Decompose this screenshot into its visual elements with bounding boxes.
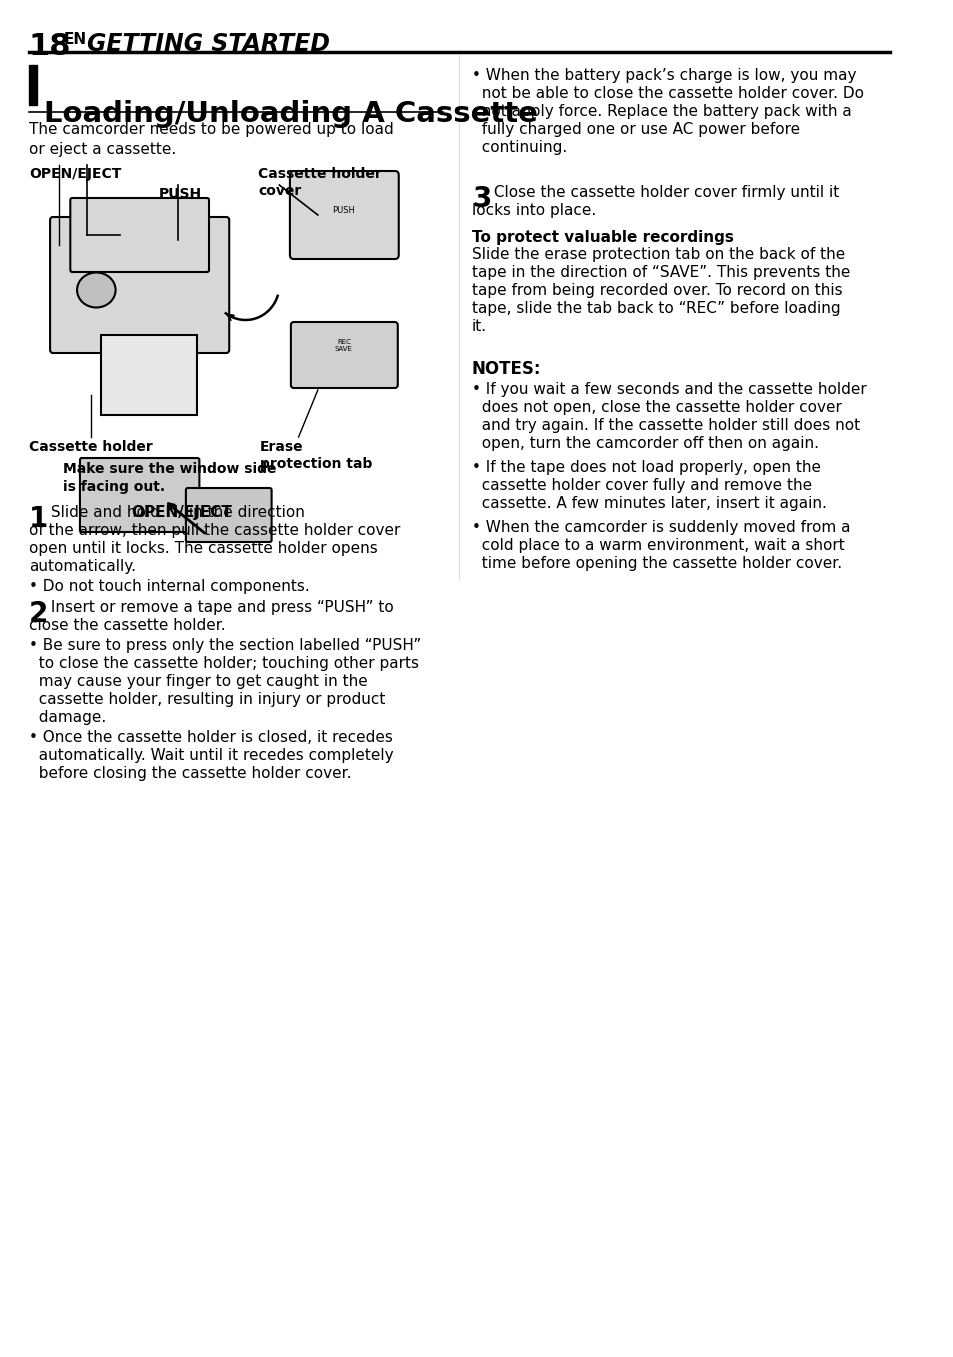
Text: GETTING STARTED: GETTING STARTED <box>87 33 330 56</box>
Text: Close the cassette holder cover firmly until it: Close the cassette holder cover firmly u… <box>489 185 839 199</box>
Text: tape from being recorded over. To record on this: tape from being recorded over. To record… <box>472 284 841 299</box>
FancyBboxPatch shape <box>186 489 272 541</box>
Text: locks into place.: locks into place. <box>472 204 596 218</box>
Ellipse shape <box>77 273 115 308</box>
Text: 2: 2 <box>29 600 49 628</box>
Text: tape, slide the tab back to “REC” before loading: tape, slide the tab back to “REC” before… <box>472 301 840 316</box>
Text: cassette holder, resulting in injury or product: cassette holder, resulting in injury or … <box>29 692 385 707</box>
Text: PUSH: PUSH <box>159 187 202 201</box>
Text: automatically. Wait until it recedes completely: automatically. Wait until it recedes com… <box>29 748 393 763</box>
Text: • Do not touch internal components.: • Do not touch internal components. <box>29 579 310 594</box>
Text: Insert or remove a tape and press “PUSH” to: Insert or remove a tape and press “PUSH”… <box>46 600 394 615</box>
Text: NOTES:: NOTES: <box>472 360 541 379</box>
FancyBboxPatch shape <box>80 459 199 532</box>
Text: • When the battery pack’s charge is low, you may: • When the battery pack’s charge is low,… <box>472 68 856 83</box>
FancyBboxPatch shape <box>290 171 398 259</box>
Text: continuing.: continuing. <box>472 140 567 155</box>
Text: may cause your finger to get caught in the: may cause your finger to get caught in t… <box>29 674 367 689</box>
Bar <box>101 335 197 415</box>
Text: • If the tape does not load properly, open the: • If the tape does not load properly, op… <box>472 460 821 475</box>
Text: OPEN/EJECT: OPEN/EJECT <box>131 505 232 520</box>
Text: close the cassette holder.: close the cassette holder. <box>29 617 225 632</box>
Text: does not open, close the cassette holder cover: does not open, close the cassette holder… <box>472 400 841 415</box>
Text: To protect valuable recordings: To protect valuable recordings <box>472 229 733 246</box>
Text: and try again. If the cassette holder still does not: and try again. If the cassette holder st… <box>472 418 860 433</box>
Text: not apply force. Replace the battery pack with a: not apply force. Replace the battery pac… <box>472 104 851 119</box>
Text: • When the camcorder is suddenly moved from a: • When the camcorder is suddenly moved f… <box>472 520 849 535</box>
Text: damage.: damage. <box>29 710 106 725</box>
Text: tape in the direction of “SAVE”. This prevents the: tape in the direction of “SAVE”. This pr… <box>472 265 849 280</box>
Text: Make sure the window side
is facing out.: Make sure the window side is facing out. <box>63 461 275 494</box>
Text: • Be sure to press only the section labelled “PUSH”: • Be sure to press only the section labe… <box>29 638 420 653</box>
Text: cassette. A few minutes later, insert it again.: cassette. A few minutes later, insert it… <box>472 497 826 512</box>
Text: time before opening the cassette holder cover.: time before opening the cassette holder … <box>472 556 841 571</box>
Text: before closing the cassette holder cover.: before closing the cassette holder cover… <box>29 765 351 782</box>
Text: PUSH: PUSH <box>332 205 355 214</box>
Text: Erase
protection tab: Erase protection tab <box>260 440 372 471</box>
Text: automatically.: automatically. <box>29 559 135 574</box>
Text: Cassette holder
cover: Cassette holder cover <box>258 167 381 198</box>
Text: 3: 3 <box>472 185 491 213</box>
Text: EN: EN <box>64 33 87 47</box>
Text: open until it locks. The cassette holder opens: open until it locks. The cassette holder… <box>29 541 377 556</box>
Text: open, turn the camcorder off then on again.: open, turn the camcorder off then on aga… <box>472 436 818 451</box>
Bar <box>29 65 36 104</box>
Text: cassette holder cover fully and remove the: cassette holder cover fully and remove t… <box>472 478 811 493</box>
Text: Slide and hold: Slide and hold <box>46 505 165 520</box>
Text: • If you wait a few seconds and the cassette holder: • If you wait a few seconds and the cass… <box>472 383 865 398</box>
Text: to close the cassette holder; touching other parts: to close the cassette holder; touching o… <box>29 655 418 670</box>
Text: REC
SAVE: REC SAVE <box>335 338 353 351</box>
Text: Cassette holder: Cassette holder <box>29 440 152 455</box>
Text: fully charged one or use AC power before: fully charged one or use AC power before <box>472 122 800 137</box>
Text: OPEN/EJECT: OPEN/EJECT <box>29 167 121 180</box>
Text: of the arrow, then pull the cassette holder cover: of the arrow, then pull the cassette hol… <box>29 522 400 537</box>
FancyBboxPatch shape <box>291 322 397 388</box>
Text: in the direction: in the direction <box>184 505 305 520</box>
Text: 1: 1 <box>29 505 48 533</box>
Text: Loading/Unloading A Cassette: Loading/Unloading A Cassette <box>44 100 537 128</box>
Text: not be able to close the cassette holder cover. Do: not be able to close the cassette holder… <box>472 85 863 100</box>
FancyBboxPatch shape <box>71 198 209 271</box>
Text: The camcorder needs to be powered up to load
or eject a cassette.: The camcorder needs to be powered up to … <box>29 122 394 157</box>
Text: cold place to a warm environment, wait a short: cold place to a warm environment, wait a… <box>472 537 843 554</box>
Text: Slide the erase protection tab on the back of the: Slide the erase protection tab on the ba… <box>472 247 844 262</box>
Text: • Once the cassette holder is closed, it recedes: • Once the cassette holder is closed, it… <box>29 730 393 745</box>
Text: 18: 18 <box>29 33 71 61</box>
FancyBboxPatch shape <box>50 217 229 353</box>
Text: it.: it. <box>472 319 487 334</box>
